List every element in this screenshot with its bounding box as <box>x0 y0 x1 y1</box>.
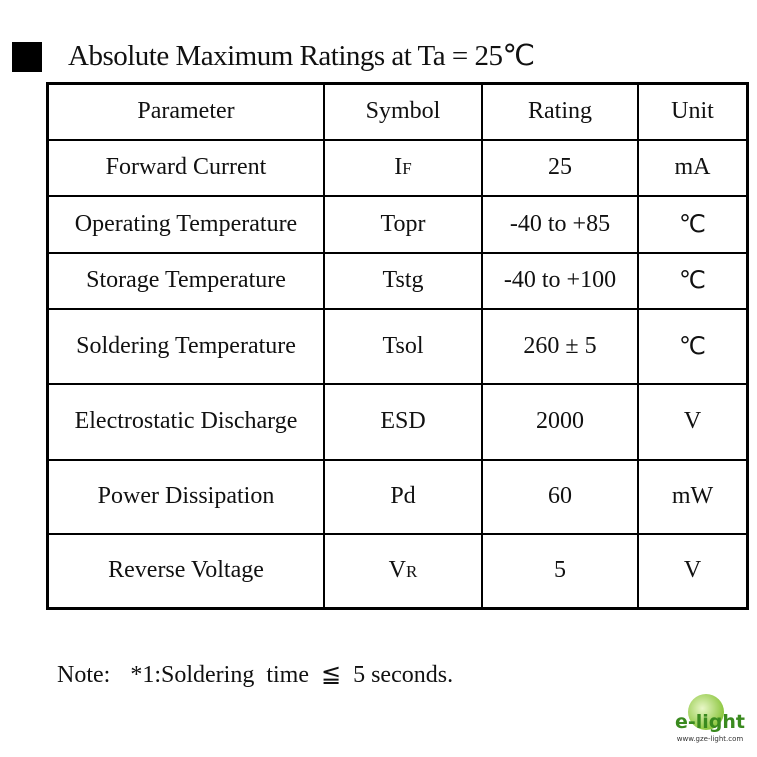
cell: Rating <box>481 82 639 141</box>
symbol-main: V <box>388 557 406 584</box>
cell: 60 <box>481 458 639 535</box>
cell: V <box>637 382 749 461</box>
data-row: Reverse Voltage VR 5 V <box>46 532 749 610</box>
symbol-subscript: F <box>402 159 412 178</box>
cell: mW <box>637 458 749 535</box>
symbol-subscript: R <box>406 562 418 582</box>
cell: mA <box>637 138 749 197</box>
cell: Pd <box>323 458 483 535</box>
ratings-table: Parameter Symbol Rating Unit Forward Current… <box>46 82 749 610</box>
cell: Symbol <box>323 82 483 141</box>
cell: Forward Current <box>46 138 325 197</box>
cell: Tsol <box>323 307 483 385</box>
cell: Topr <box>323 194 483 254</box>
cell: Unit <box>637 82 749 141</box>
logo-mark <box>688 694 724 730</box>
note: Note: *1:Soldering time ≦ 5 seconds. <box>57 660 473 689</box>
data-row: Power Dissipation Pd 60 mW <box>46 458 749 535</box>
cell: ℃ <box>637 194 749 254</box>
data-row: Operating Temperature Topr -40 to +85 ℃ <box>46 194 749 254</box>
cell: Operating Temperature <box>46 194 325 254</box>
header-row: Parameter Symbol Rating Unit <box>46 82 749 141</box>
cell: ℃ <box>637 251 749 310</box>
cell: -40 to +100 <box>481 251 639 310</box>
cell: Storage Temperature <box>46 251 325 310</box>
symbol-main: I <box>394 154 403 180</box>
cell: 25 <box>481 138 639 197</box>
cell: VR <box>323 532 483 610</box>
title: Absolute Maximum Ratings at Ta = 25℃ <box>68 40 535 72</box>
note-text: *1:Soldering time ≦ 5 seconds. <box>130 662 454 688</box>
cell: V <box>637 532 749 610</box>
cell: Parameter <box>46 82 325 141</box>
cell: Soldering Temperature <box>46 307 325 385</box>
note-label: Note: <box>57 662 111 688</box>
cell: IF <box>323 138 483 197</box>
cell: -40 to +85 <box>481 194 639 254</box>
cell: Electrostatic Discharge <box>46 382 325 461</box>
cell: ℃ <box>637 307 749 385</box>
cell: Tstg <box>323 251 483 310</box>
cell: Reverse Voltage <box>46 532 325 610</box>
data-row: Storage Temperature Tstg -40 to +100 ℃ <box>46 251 749 310</box>
logo-brand: e-light <box>675 711 745 733</box>
cell: Power Dissipation <box>46 458 325 535</box>
cell: 5 <box>481 532 639 610</box>
data-row: Soldering Temperature Tsol 260 ± 5 ℃ <box>46 307 749 385</box>
data-row: Electrostatic Discharge ESD 2000 V <box>46 382 749 461</box>
cell: 260 ± 5 <box>481 307 639 385</box>
logo: e-light www.gze-light.com <box>675 694 745 743</box>
data-row: Forward Current IF 25 mA <box>46 138 749 197</box>
cell: 2000 <box>481 382 639 461</box>
logo-url: www.gze-light.com <box>677 735 744 743</box>
cell: ESD <box>323 382 483 461</box>
title-marker <box>12 42 42 72</box>
